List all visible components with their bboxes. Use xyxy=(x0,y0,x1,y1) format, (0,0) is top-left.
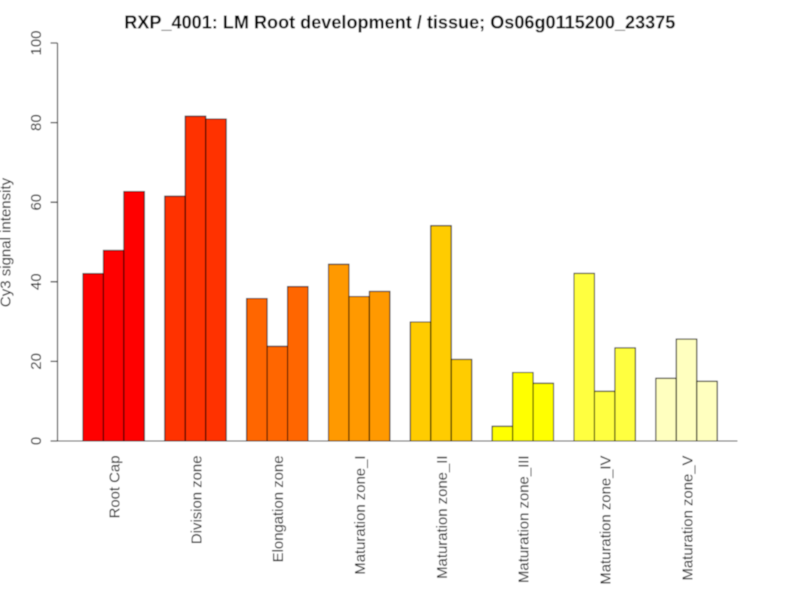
svg-text:40: 40 xyxy=(28,273,45,290)
svg-text:0: 0 xyxy=(28,437,45,445)
svg-text:Elongation zone: Elongation zone xyxy=(271,456,287,563)
svg-text:Root Cap: Root Cap xyxy=(107,456,123,519)
svg-text:Cy3 signal intensity: Cy3 signal intensity xyxy=(0,177,15,307)
svg-text:60: 60 xyxy=(28,194,45,211)
svg-text:20: 20 xyxy=(28,353,45,370)
svg-text:Maturation zone_IV: Maturation zone_IV xyxy=(599,455,615,584)
svg-text:Maturation zone_I: Maturation zone_I xyxy=(353,456,369,575)
svg-text:Maturation zone_III: Maturation zone_III xyxy=(517,456,533,583)
svg-text:Division zone: Division zone xyxy=(189,456,205,545)
svg-text:80: 80 xyxy=(28,114,45,131)
svg-text:RXP_4001: LM Root development: RXP_4001: LM Root development / tissue; … xyxy=(124,13,675,33)
svg-text:Maturation zone_V: Maturation zone_V xyxy=(680,455,696,580)
svg-text:Maturation zone_II: Maturation zone_II xyxy=(435,456,451,579)
svg-text:100: 100 xyxy=(28,30,45,55)
